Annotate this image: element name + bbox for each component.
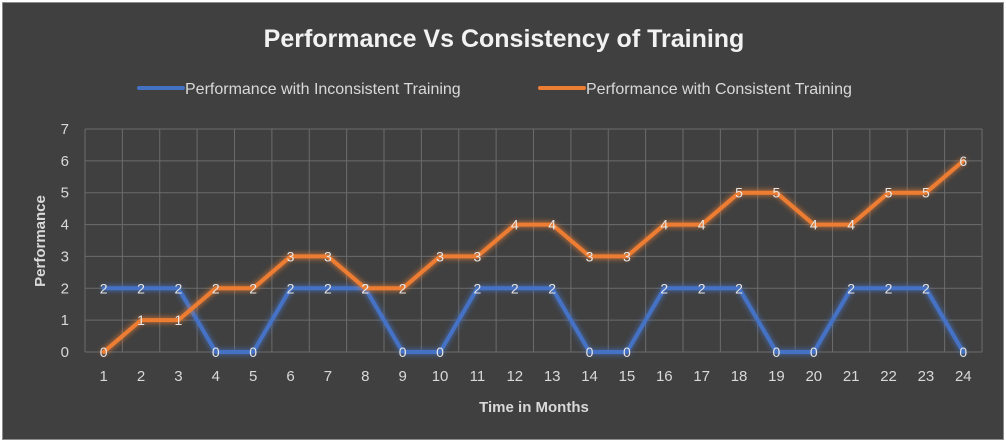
legend-entry: Performance with Consistent Training (586, 81, 852, 98)
x-tick-label: 18 (731, 368, 748, 385)
x-tick-label: 8 (361, 368, 369, 385)
data-label: 6 (959, 153, 967, 169)
data-label: 4 (548, 217, 556, 233)
data-label: 2 (698, 280, 706, 296)
y-tick-label: 1 (61, 312, 69, 329)
data-label: 0 (959, 344, 967, 360)
data-label: 4 (847, 217, 855, 233)
y-axis-ticks: 0 1 2 3 4 5 6 7 (61, 121, 69, 361)
y-axis-title: Performance (32, 195, 49, 287)
x-tick-label: 3 (174, 368, 182, 385)
data-label: 0 (623, 344, 631, 360)
data-label: 2 (399, 280, 407, 296)
data-label: 2 (548, 280, 556, 296)
x-tick-label: 9 (399, 368, 407, 385)
x-tick-label: 24 (955, 368, 972, 385)
legend: Performance with Inconsistent Training Pe… (137, 81, 852, 98)
data-label: 2 (660, 280, 668, 296)
x-tick-label: 7 (324, 368, 332, 385)
x-tick-label: 10 (432, 368, 449, 385)
data-label: 2 (287, 280, 295, 296)
data-label: 5 (735, 185, 743, 201)
y-tick-label: 5 (61, 185, 69, 202)
data-label: 5 (922, 185, 930, 201)
data-label: 2 (847, 280, 855, 296)
data-label: 2 (361, 280, 369, 296)
data-label: 4 (698, 217, 706, 233)
x-tick-label: 2 (137, 368, 145, 385)
series-lines (101, 158, 966, 354)
x-tick-label: 6 (286, 368, 294, 385)
data-label: 2 (137, 280, 145, 296)
x-axis-title: Time in Months (479, 399, 589, 416)
data-label: 4 (660, 217, 668, 233)
data-label: 3 (623, 248, 631, 264)
data-label: 3 (586, 248, 594, 264)
chart-title: Performance Vs Consistency of Training (264, 25, 745, 53)
gridlines (84, 128, 983, 353)
y-tick-label: 3 (61, 248, 69, 265)
data-label: 3 (324, 248, 332, 264)
data-label: 2 (735, 280, 743, 296)
data-label: 1 (137, 312, 145, 328)
data-label: 0 (810, 344, 818, 360)
data-label: 0 (212, 344, 220, 360)
y-tick-label: 0 (61, 344, 69, 361)
data-label: 0 (399, 344, 407, 360)
data-label: 0 (586, 344, 594, 360)
y-tick-label: 2 (61, 280, 69, 297)
data-label: 2 (511, 280, 519, 296)
x-tick-label: 16 (656, 368, 673, 385)
x-tick-label: 20 (805, 368, 822, 385)
x-tick-label: 5 (249, 368, 257, 385)
series-line (101, 286, 966, 354)
legend-entry: Performance with Inconsistent Training (185, 81, 461, 98)
data-label: 0 (100, 344, 108, 360)
data-label: 4 (511, 217, 519, 233)
data-label: 5 (885, 185, 893, 201)
data-label: 0 (773, 344, 781, 360)
data-label: 2 (212, 280, 220, 296)
x-tick-label: 21 (843, 368, 860, 385)
data-label: 2 (922, 280, 930, 296)
x-tick-label: 14 (581, 368, 598, 385)
data-label: 0 (436, 344, 444, 360)
x-axis-ticks: 1 2 3 4 5 6 7 8 9 10 11 12 13 14 15 16 17 18 19 20 21 22 23 24 (100, 368, 972, 385)
x-tick-label: 1 (100, 368, 108, 385)
line-chart: Performance Vs Consistency of Training P… (32, 25, 983, 416)
data-label: 3 (287, 248, 295, 264)
x-tick-label: 11 (470, 368, 486, 385)
x-tick-label: 17 (693, 368, 710, 385)
x-tick-label: 12 (506, 368, 523, 385)
data-label: 2 (885, 280, 893, 296)
data-label: 0 (249, 344, 257, 360)
series-line (101, 158, 966, 354)
x-tick-label: 19 (768, 368, 785, 385)
data-label: 5 (773, 185, 781, 201)
data-label: 1 (175, 312, 183, 328)
x-tick-label: 22 (880, 368, 897, 385)
data-label: 4 (810, 217, 818, 233)
x-tick-label: 15 (619, 368, 636, 385)
data-label: 2 (100, 280, 108, 296)
y-tick-label: 4 (61, 217, 69, 234)
data-label: 3 (436, 248, 444, 264)
x-tick-label: 4 (212, 368, 220, 385)
data-label: 3 (474, 248, 482, 264)
data-label: 2 (474, 280, 482, 296)
data-label: 2 (361, 280, 369, 296)
data-label: 2 (249, 280, 257, 296)
data-label: 2 (324, 280, 332, 296)
data-label: 2 (175, 280, 183, 296)
y-tick-label: 6 (61, 153, 69, 170)
x-tick-label: 13 (544, 368, 561, 385)
y-tick-label: 7 (61, 121, 69, 138)
x-tick-label: 23 (918, 368, 935, 385)
